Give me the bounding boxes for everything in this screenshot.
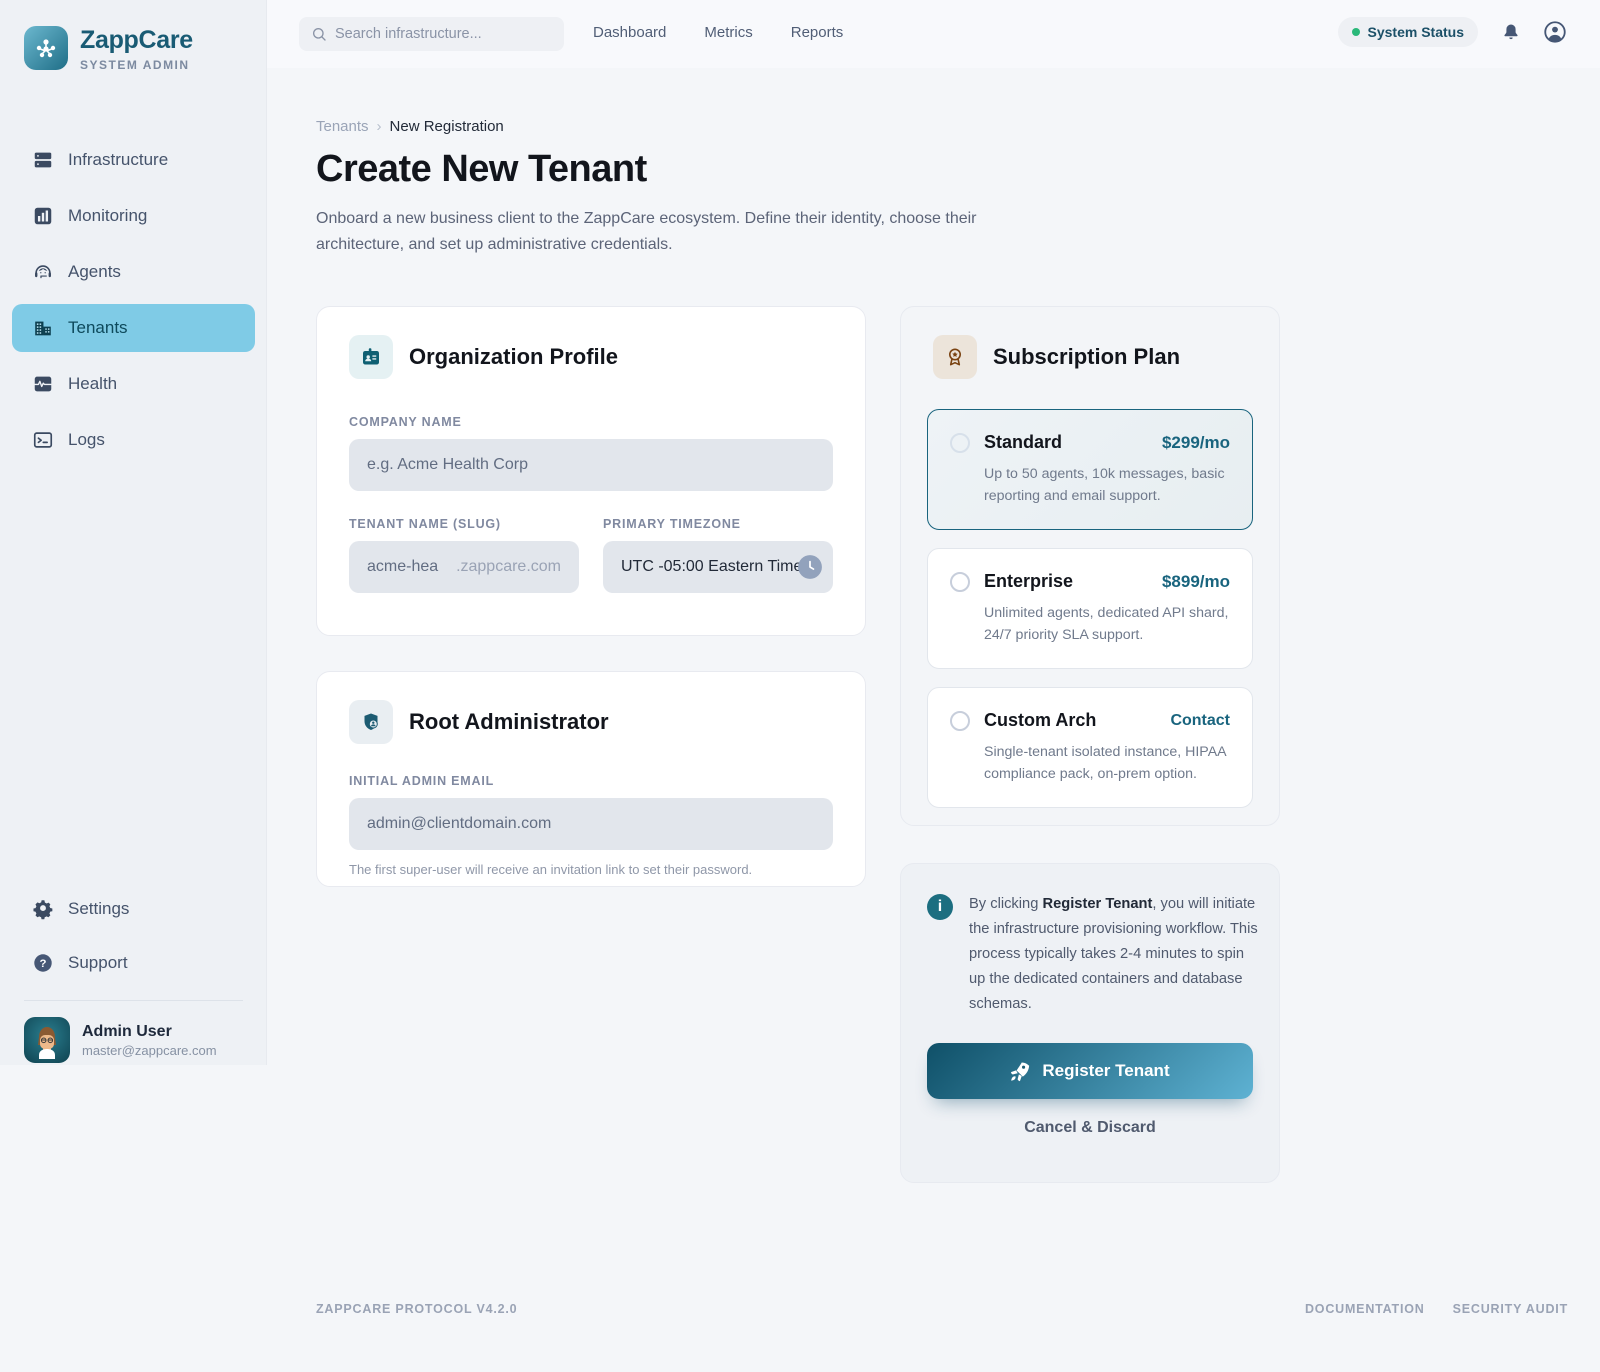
svg-text:?: ? xyxy=(40,958,47,970)
